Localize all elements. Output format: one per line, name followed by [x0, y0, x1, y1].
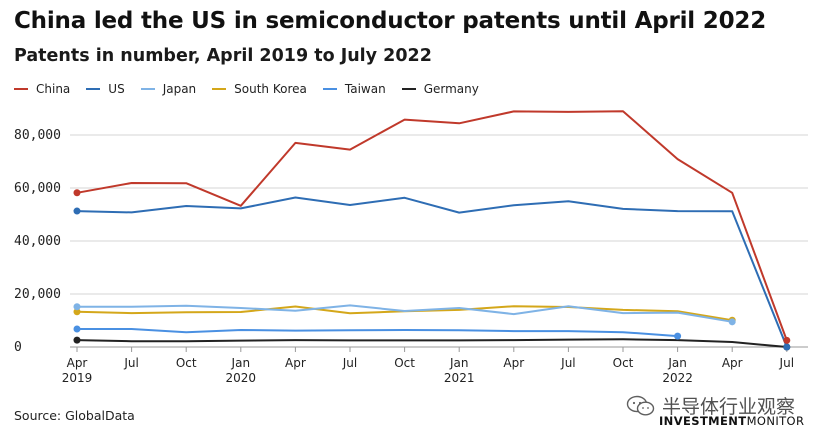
- series-point-taiwan: [674, 332, 682, 340]
- series-point-japan: [728, 318, 736, 326]
- source-note: Source: GlobalData: [14, 408, 135, 423]
- legend-item: China: [14, 82, 70, 96]
- x-tick-year-label: 2019: [62, 371, 93, 385]
- chart-subtitle: Patents in number, April 2019 to July 20…: [14, 46, 432, 66]
- brand-light: MONITOR: [746, 414, 805, 428]
- x-tick-label: Jan: [449, 356, 469, 370]
- x-tick-label: Jan: [231, 356, 251, 370]
- x-tick-label: Apr: [285, 356, 306, 370]
- legend-label: Japan: [162, 82, 197, 96]
- series-point-china: [73, 189, 81, 197]
- legend-item: Japan: [140, 82, 197, 96]
- x-tick-label: Oct: [613, 356, 634, 370]
- legend-label: US: [108, 82, 125, 96]
- x-tick-label: Jul: [560, 356, 575, 370]
- series-point-south-korea: [73, 308, 81, 316]
- brand-logo: INVESTMENTMONITOR: [659, 414, 804, 428]
- x-tick-label: Apr: [503, 356, 524, 370]
- series-line-japan: [77, 304, 733, 323]
- legend-swatch: [140, 88, 155, 90]
- y-tick-label: 0: [14, 340, 22, 355]
- wechat-icon: [626, 395, 655, 416]
- chart-legend: China US Japan South Korea Taiwan Germany: [14, 82, 495, 96]
- y-tick-label: 60,000: [14, 181, 61, 196]
- y-tick-label: 80,000: [14, 128, 61, 143]
- watermark-text: 半导体行业观察: [662, 396, 796, 418]
- legend-label: Taiwan: [344, 82, 386, 96]
- x-tick-label: Jul: [123, 356, 138, 370]
- x-tick-label: Apr: [722, 356, 743, 370]
- x-tick-label: Oct: [176, 356, 197, 370]
- series-point-us: [783, 343, 791, 351]
- chart-title: China led the US in semiconductor patent…: [14, 8, 767, 34]
- legend-item: US: [86, 82, 125, 96]
- watermark: 半导体行业观察: [626, 392, 795, 419]
- legend-swatch: [86, 88, 101, 90]
- x-tick-label: Jan: [667, 356, 687, 370]
- y-tick-label: 20,000: [14, 287, 61, 302]
- legend-item: Germany: [401, 82, 479, 96]
- x-tick-label: Oct: [394, 356, 415, 370]
- legend-item: Taiwan: [322, 82, 386, 96]
- series-line-taiwan: [77, 328, 678, 338]
- legend-swatch: [401, 88, 416, 90]
- x-tick-label: Jul: [342, 356, 357, 370]
- legend-label: Germany: [423, 82, 479, 96]
- legend-label: China: [36, 82, 71, 96]
- series-line-germany: [76, 338, 787, 348]
- series-point-taiwan: [73, 325, 81, 333]
- series-point-china: [783, 336, 791, 344]
- legend-swatch: [322, 88, 337, 90]
- x-tick-label: Jul: [779, 356, 794, 370]
- series-line-china: [76, 110, 788, 341]
- brand-bold: INVESTMENT: [659, 414, 747, 428]
- x-tick-label: Apr: [67, 356, 88, 370]
- x-tick-year-label: 2020: [226, 371, 257, 385]
- series-point-us: [73, 207, 81, 215]
- x-tick-year-label: 2022: [662, 371, 693, 385]
- series-line-us: [76, 196, 788, 348]
- y-tick-label: 40,000: [14, 234, 61, 249]
- series-point-germany: [73, 336, 81, 344]
- x-tick-year-label: 2021: [444, 371, 475, 385]
- legend-item: South Korea: [212, 82, 307, 96]
- legend-swatch: [212, 88, 227, 90]
- series-point-japan: [73, 303, 81, 311]
- legend-swatch: [14, 88, 28, 90]
- legend-label: South Korea: [234, 82, 307, 96]
